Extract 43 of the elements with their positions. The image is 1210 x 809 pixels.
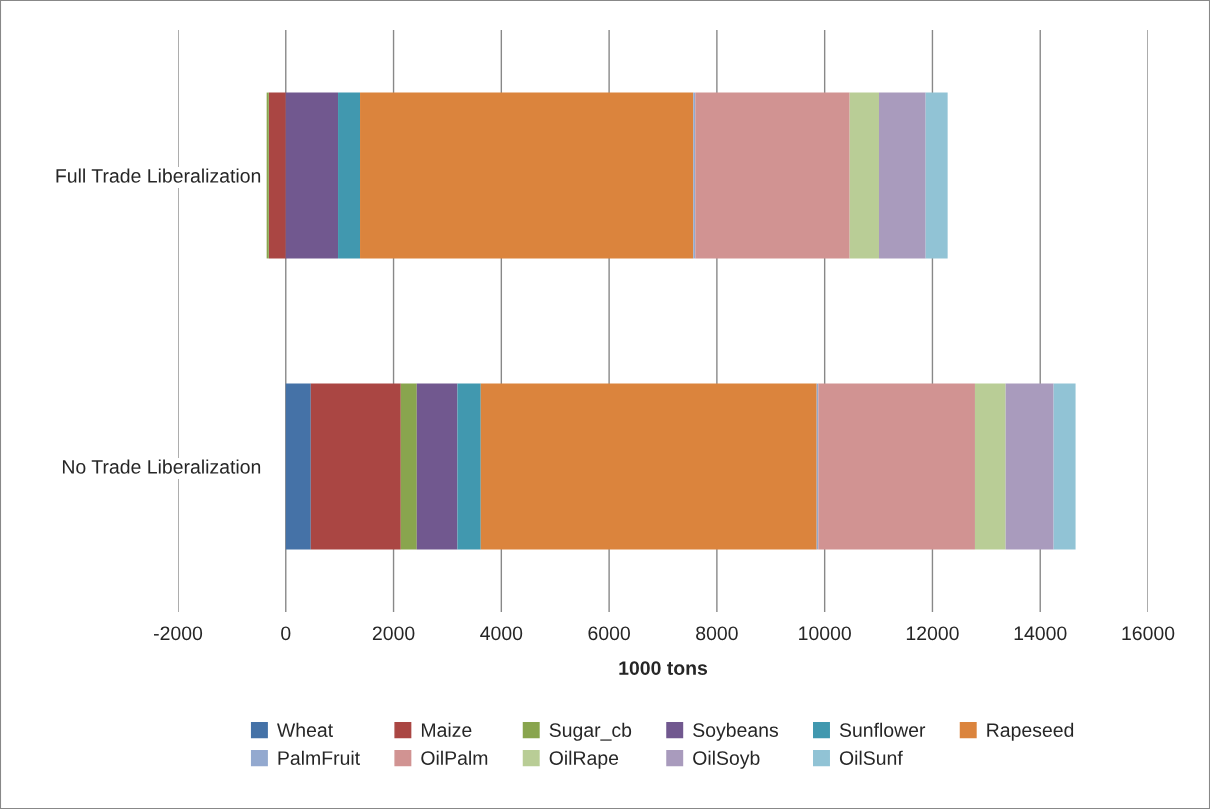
x-tick-label: 12000: [906, 626, 959, 641]
bar: [925, 92, 948, 259]
bar: [310, 383, 401, 550]
legend-label: Rapeseed: [987, 722, 1074, 741]
legend-label: OilSoyb: [693, 750, 760, 769]
x-tick-label: 2000: [372, 626, 415, 641]
bar: [878, 92, 926, 259]
bar: [818, 383, 975, 550]
bar: [285, 383, 311, 550]
bar: [400, 383, 417, 550]
legend-label: OilSunf: [839, 750, 903, 765]
x-tick-label: 0: [281, 626, 291, 641]
bar: [1053, 383, 1076, 550]
x-tick-label: 10000: [799, 626, 851, 641]
bar: [268, 92, 286, 259]
bar: [285, 92, 339, 259]
bar: [457, 383, 481, 550]
legend-label: Soybeans: [693, 722, 779, 741]
y-tick-label: Full Trade Liberalization: [56, 168, 261, 183]
y-tick-label: No Trade Liberalization: [62, 459, 261, 474]
bar: [416, 383, 458, 550]
bar: [480, 383, 817, 550]
bar: [338, 92, 361, 259]
bar: [849, 92, 879, 259]
x-tick-label: 8000: [696, 626, 738, 641]
legend-label: Sunflower: [839, 722, 926, 738]
x-tick-label: 14000: [1014, 626, 1067, 641]
bar: [360, 92, 694, 259]
legend-label: Wheat: [277, 722, 333, 738]
x-tick-label: 6000: [588, 626, 630, 641]
legend-label: OilRape: [549, 750, 619, 769]
legend-label: OilPalm: [421, 750, 488, 765]
bar: [266, 92, 269, 259]
x-tick-label: 4000: [480, 626, 523, 641]
bar: [695, 92, 850, 259]
legend-label: PalmFruit: [278, 750, 360, 765]
x-axis-title: 1000 tons: [619, 661, 708, 675]
bar: [1005, 383, 1054, 550]
x-tick-label: -2000: [154, 626, 203, 641]
bar: [974, 383, 1006, 550]
legend-label: Sugar_cb: [549, 722, 632, 741]
legend-label: Maize: [421, 722, 472, 738]
x-tick-label: 16000: [1122, 626, 1175, 641]
